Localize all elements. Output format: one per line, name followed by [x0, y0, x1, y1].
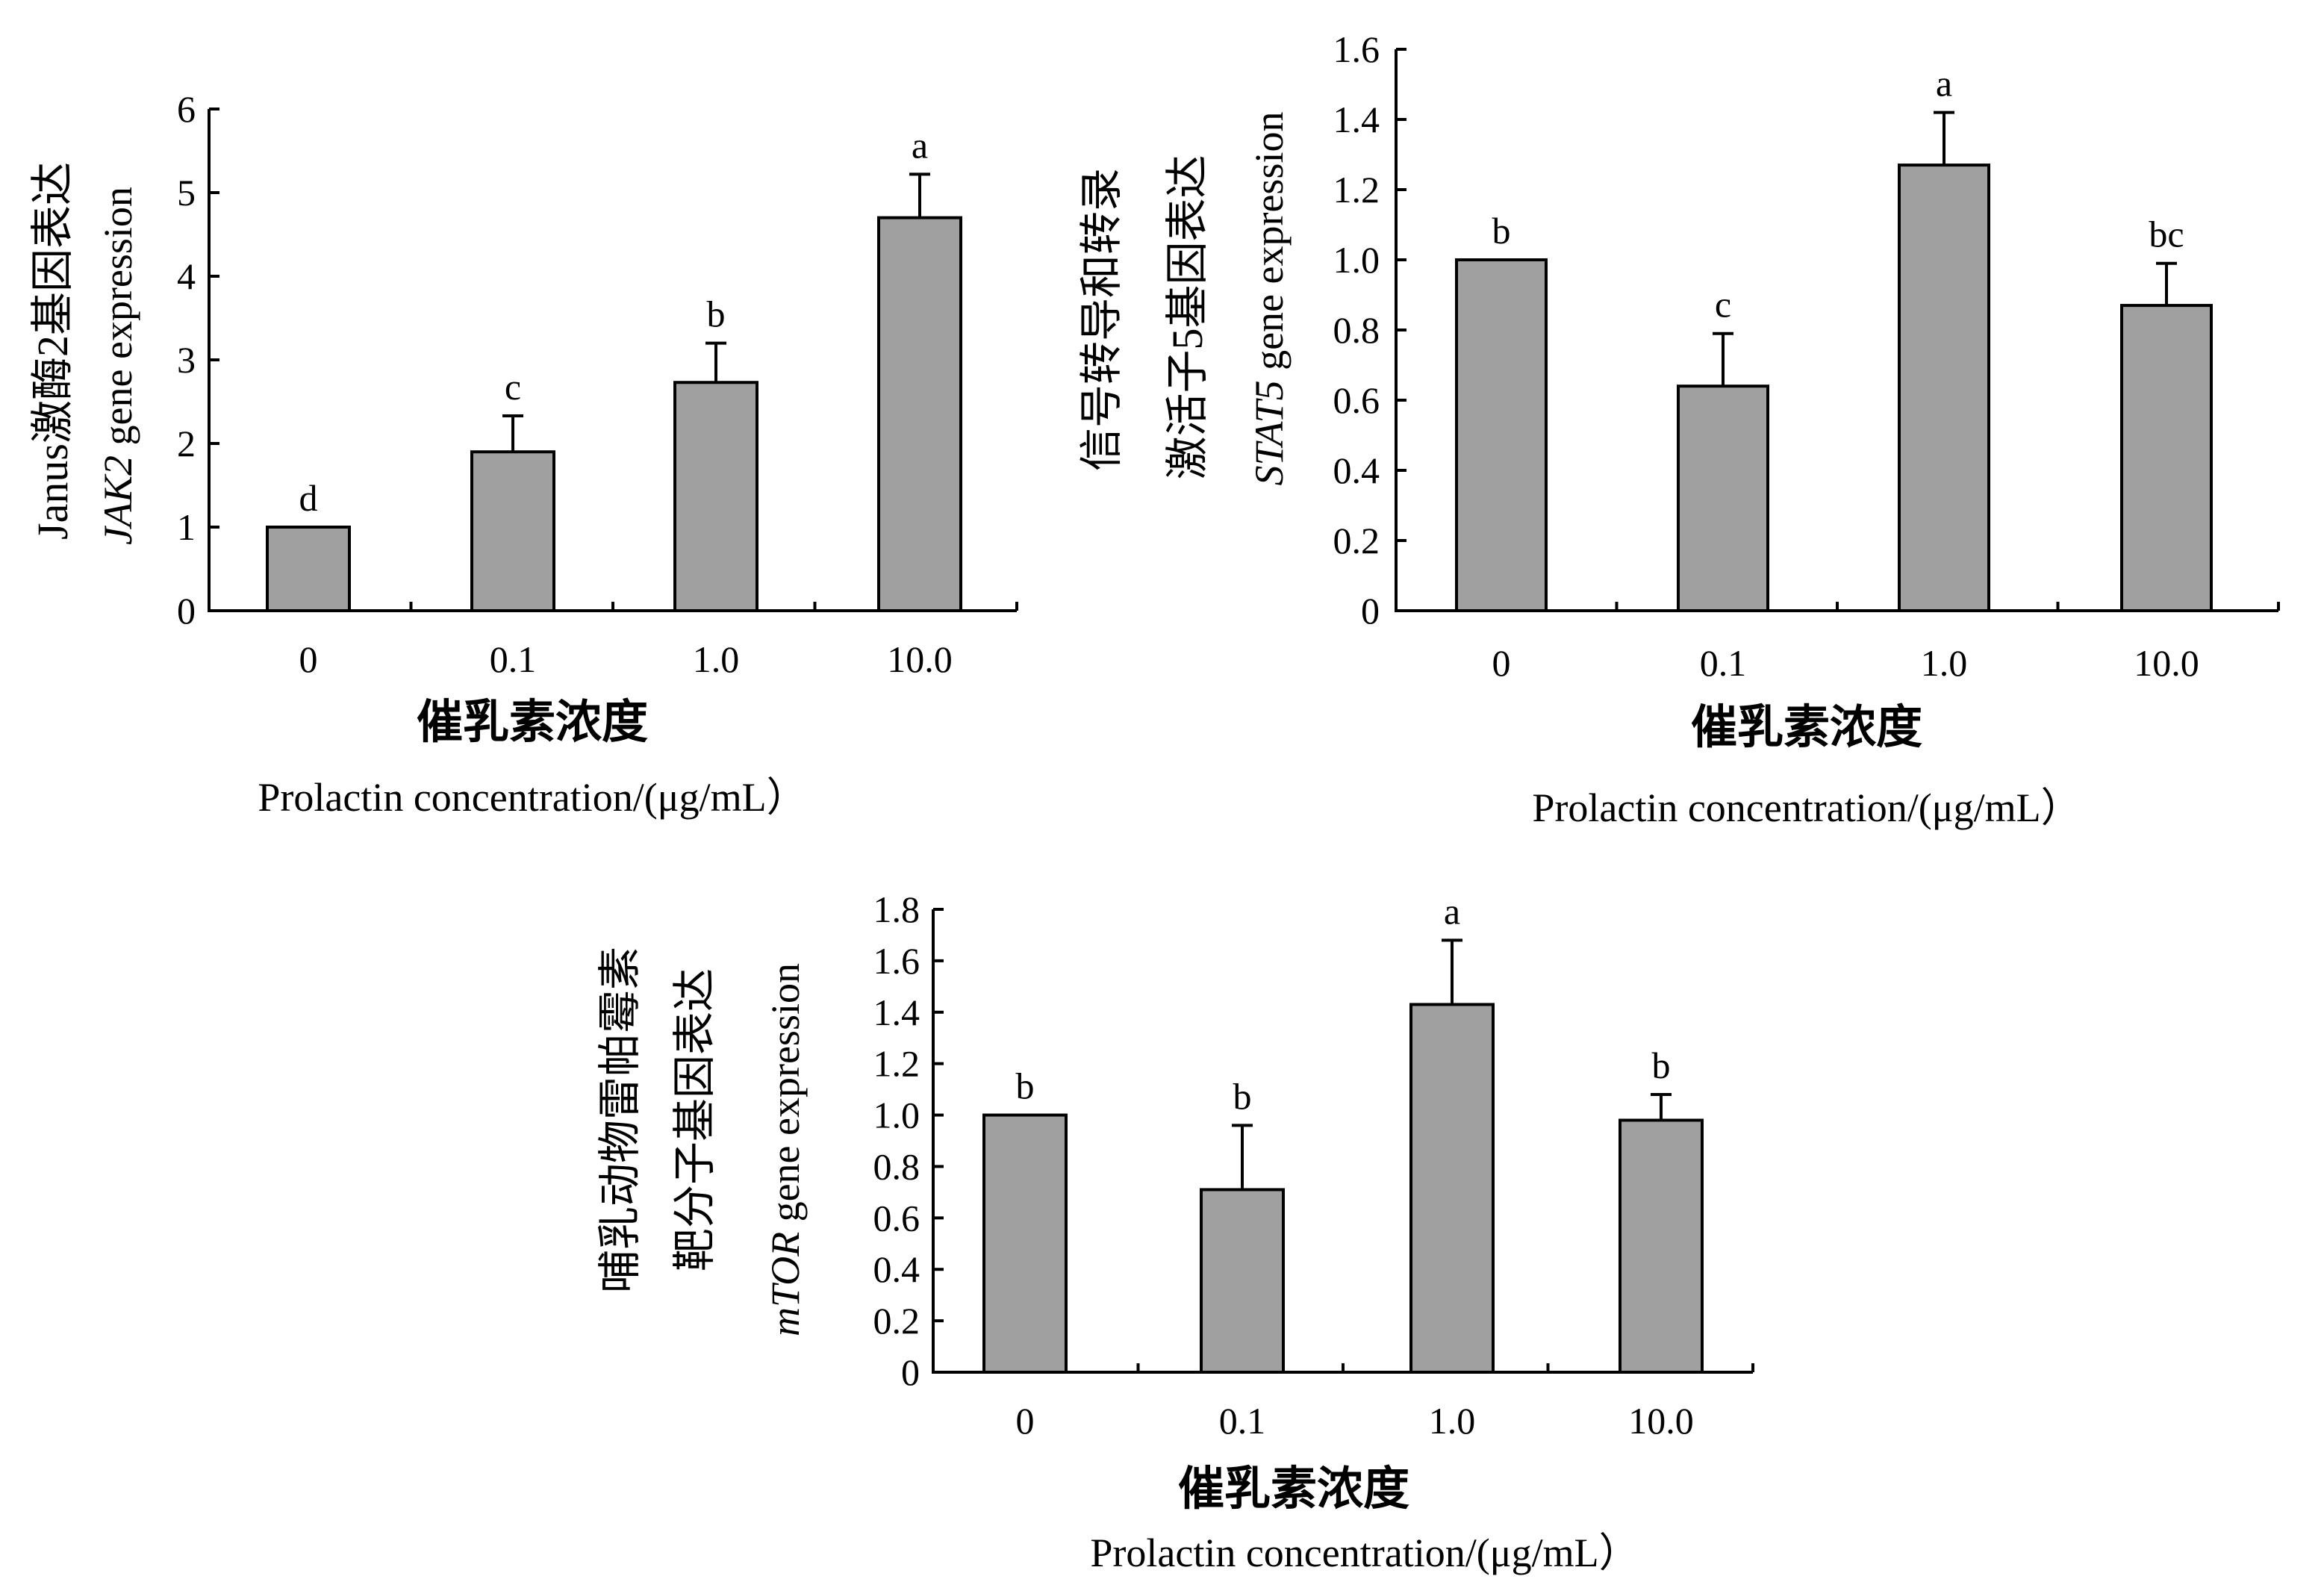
- mtor-bar-0.1: [1200, 1188, 1285, 1374]
- jak2-ylabel-cn: Janus激酶2基因表达: [28, 162, 77, 540]
- mtor-y-tick-label: 1.8: [873, 888, 920, 930]
- stat5-sig-label: b: [1492, 210, 1511, 252]
- stat5-error-bars: [1713, 110, 2177, 387]
- stat5-sig-label: a: [1936, 63, 1952, 105]
- mtor-y-tick-label: 0.6: [873, 1197, 920, 1239]
- jak2-xlabel-cn: 催乳素浓度: [417, 697, 648, 748]
- stat5-ylabel-en: STAT5 gene expression: [1247, 112, 1292, 486]
- jak2-bar-10.0: [877, 216, 962, 613]
- stat5-y-tick-label: 0.6: [1333, 379, 1380, 421]
- mtor-x-ticks: 0 0.1 1.0 10.0: [1016, 1363, 1754, 1442]
- stat5-bar-1.0: [1898, 164, 1990, 613]
- mtor-chart: b b a b 0 0.2 0.4 0.6 0.8 1.0 1.2 1.4 1.6 1.8 0 0.1 1.…: [596, 888, 1754, 1575]
- jak2-xlabel-en: Prolactin concentration/(μg/mL）: [258, 775, 806, 820]
- mtor-x-tick-label: 10.0: [1628, 1400, 1694, 1442]
- jak2-sig-label: b: [707, 293, 726, 335]
- stat5-y-ticks: 0 0.2 0.4 0.6 0.8 1.0 1.2 1.4 1.6: [1333, 28, 1406, 632]
- stat5-bar-0.1: [1677, 384, 1769, 612]
- stat5-y-tick-label: 0.4: [1333, 449, 1380, 491]
- jak2-error-bars: [502, 172, 930, 452]
- stat5-y-tick-label: 1.0: [1333, 239, 1380, 281]
- mtor-bars: [982, 1003, 1704, 1374]
- stat5-x-tick-label: 10.0: [2134, 642, 2199, 684]
- jak2-x-tick-label: 0: [299, 638, 318, 680]
- mtor-bar-10.0: [1619, 1118, 1704, 1374]
- mtor-y-tick-label: 0.2: [873, 1300, 920, 1342]
- stat5-y-tick-label: 1.6: [1333, 28, 1380, 70]
- mtor-sig-label: b: [1016, 1065, 1035, 1107]
- stat5-x-ticks: 0 0.1 1.0 10.0: [1492, 602, 2280, 684]
- jak2-x-tick-label: 10.0: [887, 638, 953, 680]
- jak2-ylabel-en: JAK2 gene expression: [96, 187, 140, 545]
- mtor-y-tick-label: 0.8: [873, 1145, 920, 1187]
- stat5-ylabel-cn-line2: 激活子5基因表达: [1163, 155, 1212, 479]
- mtor-xlabel-en: Prolactin concentration/(μg/mL）: [1090, 1530, 1639, 1575]
- stat5-sig-label: c: [1715, 284, 1731, 326]
- mtor-y-tick-label: 0: [901, 1351, 920, 1393]
- stat5-ylabel-cn-line1: 信号转导和转录: [1077, 168, 1126, 471]
- stat5-x-tick-label: 1.0: [1921, 642, 1968, 684]
- stat5-xlabel-cn: 催乳素浓度: [1691, 702, 1922, 753]
- jak2-x-tick-label: 1.0: [693, 638, 740, 680]
- mtor-ylabel-en: mTOR gene expression: [763, 963, 808, 1336]
- stat5-y-tick-label: 1.2: [1333, 169, 1380, 211]
- jak2-chart: d c b a 0 1 2 3 4 5 6 0 0.1 1.0 10.0 Janus激酶2基因表达 JA…: [28, 88, 1018, 820]
- stat5-y-tick-label: 0: [1361, 590, 1380, 632]
- stat5-axes: [1395, 49, 2278, 612]
- jak2-axes: [208, 109, 1017, 612]
- jak2-bar-0.1: [470, 450, 555, 613]
- jak2-bar-1.0: [673, 381, 758, 612]
- jak2-x-tick-label: 0.1: [490, 638, 537, 680]
- mtor-y-tick-label: 1.6: [873, 940, 920, 982]
- mtor-sig-label: a: [1444, 890, 1460, 932]
- mtor-x-tick-label: 0.1: [1219, 1400, 1266, 1442]
- mtor-ylabel-cn-line1: 哺乳动物雷帕霉素: [596, 947, 644, 1293]
- mtor-x-tick-label: 0: [1016, 1400, 1035, 1442]
- mtor-y-tick-label: 1.0: [873, 1094, 920, 1136]
- stat5-xlabel-en: Prolactin concentration/(μg/mL）: [1532, 785, 2081, 830]
- mtor-y-tick-label: 1.2: [873, 1043, 920, 1085]
- jak2-bars: [266, 216, 962, 613]
- stat5-x-tick-label: 0.1: [1700, 642, 1747, 684]
- jak2-y-ticks: 0 1 2 3 4 5 6: [177, 88, 219, 632]
- jak2-bar-0: [266, 526, 351, 612]
- mtor-axes: [932, 909, 1753, 1374]
- mtor-error-bars: [1232, 938, 1672, 1190]
- mtor-y-tick-label: 0.4: [873, 1248, 920, 1290]
- jak2-x-ticks: 0 0.1 1.0 10.0: [299, 602, 1018, 680]
- mtor-sig-label: b: [1233, 1075, 1252, 1117]
- stat5-bar-0: [1455, 258, 1548, 612]
- mtor-x-tick-label: 1.0: [1429, 1400, 1476, 1442]
- stat5-y-tick-label: 0.8: [1333, 309, 1380, 351]
- mtor-bar-0: [982, 1113, 1068, 1374]
- jak2-sig-label: c: [505, 366, 521, 408]
- stat5-y-tick-label: 1.4: [1333, 99, 1380, 140]
- jak2-y-tick-label: 5: [177, 172, 196, 214]
- jak2-y-tick-label: 2: [177, 423, 196, 464]
- stat5-y-tick-label: 0.2: [1333, 520, 1380, 561]
- mtor-significance-labels: b b a b: [1016, 890, 1671, 1117]
- mtor-xlabel-cn: 催乳素浓度: [1178, 1463, 1409, 1515]
- jak2-y-tick-label: 0: [177, 590, 196, 632]
- jak2-sig-label: a: [912, 124, 928, 166]
- stat5-bars: [1455, 164, 2213, 613]
- stat5-x-tick-label: 0: [1492, 642, 1511, 684]
- mtor-bar-1.0: [1409, 1003, 1495, 1374]
- jak2-y-tick-label: 4: [177, 255, 196, 297]
- jak2-y-tick-label: 6: [177, 88, 196, 130]
- stat5-bar-10.0: [2120, 304, 2213, 612]
- mtor-y-tick-label: 1.4: [873, 991, 920, 1033]
- mtor-y-ticks: 0 0.2 0.4 0.6 0.8 1.0 1.2 1.4 1.6 1.8: [873, 888, 944, 1393]
- stat5-sig-label: bc: [2149, 214, 2184, 255]
- jak2-y-tick-label: 1: [177, 506, 196, 548]
- jak2-significance-labels: d c b a: [299, 124, 929, 519]
- mtor-ylabel-cn-line2: 靶分子基因表达: [670, 968, 719, 1271]
- mtor-sig-label: b: [1652, 1044, 1671, 1086]
- jak2-y-tick-label: 3: [177, 339, 196, 381]
- jak2-sig-label: d: [299, 477, 318, 519]
